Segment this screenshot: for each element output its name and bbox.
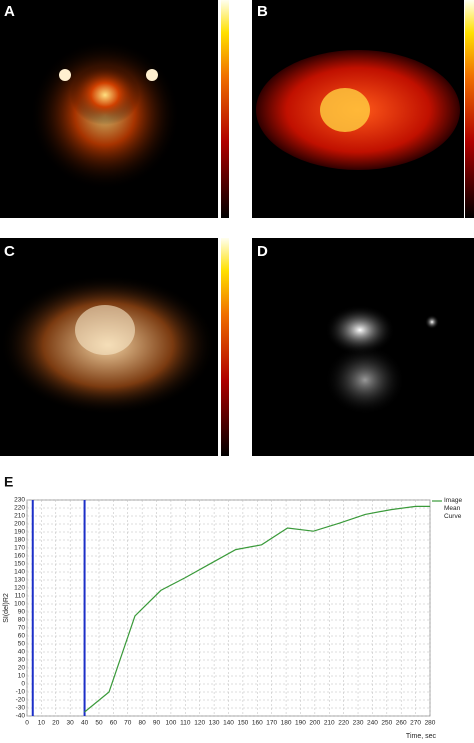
x-tick-label: 260 bbox=[396, 720, 407, 727]
image-content bbox=[425, 315, 439, 329]
x-tick-label: 250 bbox=[381, 720, 392, 727]
x-tick-label: 0 bbox=[25, 720, 29, 727]
panel-label: A bbox=[4, 3, 15, 20]
data-line bbox=[84, 505, 430, 713]
panel-label: B bbox=[257, 3, 268, 20]
image-content bbox=[325, 305, 395, 355]
x-tick-label: 130 bbox=[209, 720, 220, 727]
y-tick-label: 120 bbox=[14, 585, 25, 592]
x-tick-label: 40 bbox=[81, 720, 89, 727]
colorbar bbox=[221, 0, 229, 218]
x-tick-label: 220 bbox=[338, 720, 349, 727]
y-tick-label: -10 bbox=[16, 689, 26, 696]
x-tick-label: 90 bbox=[153, 720, 161, 727]
y-tick-label: -30 bbox=[16, 705, 26, 712]
image-content bbox=[320, 88, 370, 132]
y-tick-label: 160 bbox=[14, 553, 25, 560]
x-tick-label: 20 bbox=[52, 720, 60, 727]
image-content bbox=[146, 69, 158, 81]
y-tick-label: 30 bbox=[18, 657, 26, 664]
x-tick-label: 110 bbox=[180, 720, 191, 727]
y-tick-label: 0 bbox=[21, 681, 25, 688]
y-axis-title: SI(del)R2 bbox=[3, 593, 10, 623]
x-tick-label: 70 bbox=[124, 720, 132, 727]
x-tick-label: 170 bbox=[266, 720, 277, 727]
y-tick-label: 10 bbox=[18, 673, 26, 680]
y-tick-label: 100 bbox=[14, 601, 25, 608]
x-tick-label: 280 bbox=[425, 720, 436, 727]
y-tick-label: 20 bbox=[18, 665, 26, 672]
image-content bbox=[325, 345, 405, 415]
x-tick-label: 80 bbox=[139, 720, 147, 727]
image-content bbox=[59, 69, 71, 81]
y-tick-label: -40 bbox=[16, 713, 26, 720]
y-tick-label: 140 bbox=[14, 569, 25, 576]
colorbar bbox=[221, 238, 229, 456]
panel-label: D bbox=[257, 243, 268, 260]
y-tick-label: 230 bbox=[14, 497, 25, 504]
y-tick-label: -20 bbox=[16, 697, 26, 704]
x-tick-label: 150 bbox=[237, 720, 248, 727]
x-tick-label: 180 bbox=[281, 720, 292, 727]
y-tick-label: 70 bbox=[18, 625, 26, 632]
y-tick-label: 220 bbox=[14, 505, 25, 512]
x-tick-label: 270 bbox=[410, 720, 421, 727]
y-tick-label: 60 bbox=[18, 633, 26, 640]
legend: Image Mean Curve bbox=[444, 497, 474, 521]
y-tick-label: 50 bbox=[18, 641, 26, 648]
panel-label: E bbox=[4, 474, 13, 490]
x-tick-label: 210 bbox=[324, 720, 335, 727]
x-tick-label: 160 bbox=[252, 720, 263, 727]
x-tick-label: 120 bbox=[194, 720, 205, 727]
y-tick-label: 200 bbox=[14, 521, 25, 528]
x-tick-label: 100 bbox=[165, 720, 176, 727]
y-tick-label: 180 bbox=[14, 537, 25, 544]
y-tick-label: 130 bbox=[14, 577, 25, 584]
y-tick-label: 110 bbox=[15, 593, 26, 600]
colorbar bbox=[465, 0, 474, 218]
x-tick-label: 30 bbox=[67, 720, 75, 727]
x-tick-label: 200 bbox=[309, 720, 320, 727]
x-tick-label: 240 bbox=[367, 720, 378, 727]
y-tick-label: 190 bbox=[14, 529, 25, 536]
x-tick-label: 60 bbox=[110, 720, 118, 727]
y-tick-label: 40 bbox=[18, 649, 26, 656]
y-tick-label: 150 bbox=[14, 561, 25, 568]
x-tick-label: 230 bbox=[353, 720, 364, 727]
y-tick-label: 210 bbox=[14, 513, 25, 520]
image-content bbox=[70, 65, 140, 125]
x-tick-label: 50 bbox=[95, 720, 103, 727]
y-tick-label: 90 bbox=[18, 609, 26, 616]
panel-label: C bbox=[4, 243, 15, 260]
x-tick-label: 10 bbox=[38, 720, 46, 727]
x-tick-label: 140 bbox=[223, 720, 234, 727]
legend-label: Image Mean Curve bbox=[444, 497, 463, 520]
image-content bbox=[75, 305, 135, 355]
y-tick-label: 170 bbox=[14, 545, 25, 552]
x-tick-label: 190 bbox=[295, 720, 306, 727]
x-axis-title: Time, sec bbox=[406, 733, 437, 740]
y-tick-label: 80 bbox=[18, 617, 26, 624]
